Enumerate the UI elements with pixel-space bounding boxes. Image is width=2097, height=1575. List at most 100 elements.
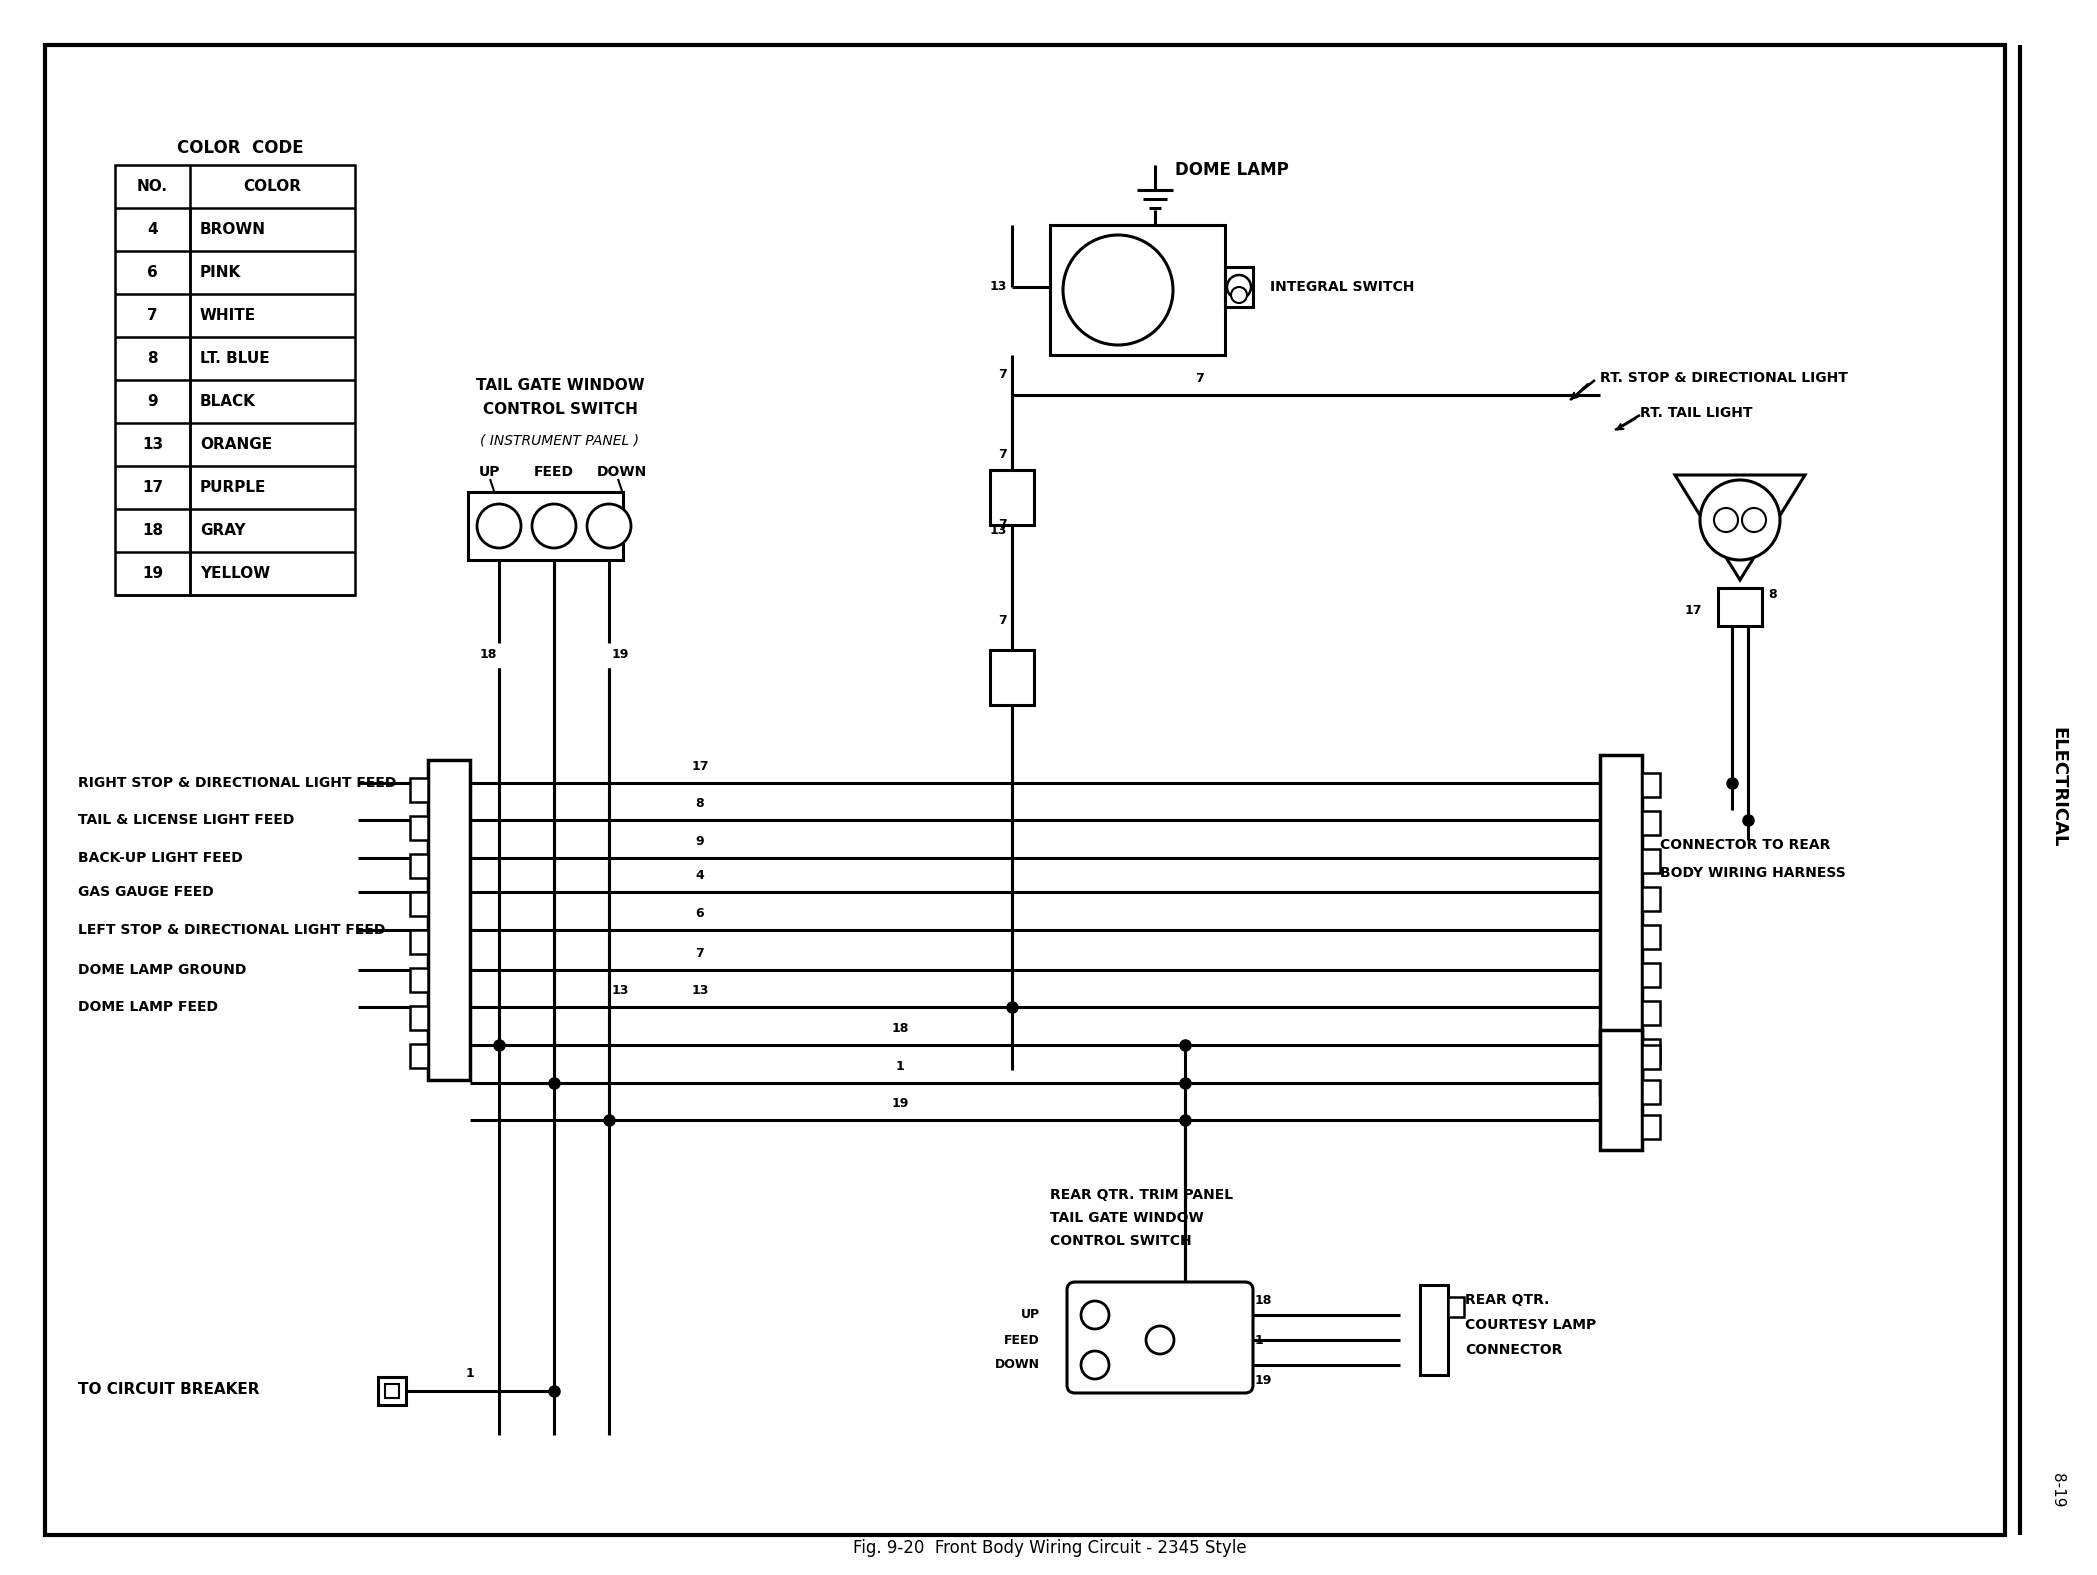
Text: 19: 19 bbox=[891, 1098, 908, 1110]
Bar bbox=[1642, 925, 1661, 950]
Text: 4: 4 bbox=[696, 869, 705, 882]
Bar bbox=[1420, 1285, 1449, 1375]
Bar bbox=[411, 969, 428, 992]
Text: UP: UP bbox=[1021, 1309, 1040, 1321]
Text: FEED: FEED bbox=[535, 465, 575, 479]
Text: 8-19: 8-19 bbox=[2051, 1473, 2066, 1507]
Text: 6: 6 bbox=[147, 265, 157, 280]
Text: 13: 13 bbox=[990, 523, 1007, 537]
Text: 19: 19 bbox=[1254, 1373, 1273, 1386]
Bar bbox=[1642, 849, 1661, 873]
Circle shape bbox=[1701, 480, 1780, 561]
Text: ORANGE: ORANGE bbox=[199, 436, 273, 452]
Text: ELECTRICAL: ELECTRICAL bbox=[2049, 726, 2068, 847]
Text: 1: 1 bbox=[1254, 1334, 1264, 1347]
Text: 13: 13 bbox=[143, 436, 164, 452]
Bar bbox=[1717, 587, 1761, 625]
Text: INTEGRAL SWITCH: INTEGRAL SWITCH bbox=[1271, 280, 1413, 295]
Text: CONTROL SWITCH: CONTROL SWITCH bbox=[1051, 1233, 1191, 1247]
Bar bbox=[411, 1044, 428, 1068]
Text: BLACK: BLACK bbox=[199, 394, 256, 410]
Text: LT. BLUE: LT. BLUE bbox=[199, 351, 271, 365]
Text: DOWN: DOWN bbox=[994, 1359, 1040, 1372]
Text: 18: 18 bbox=[891, 1022, 908, 1035]
Bar bbox=[468, 491, 623, 561]
Text: COURTESY LAMP: COURTESY LAMP bbox=[1466, 1318, 1596, 1332]
Text: 9: 9 bbox=[696, 835, 705, 847]
Circle shape bbox=[1227, 276, 1252, 299]
Polygon shape bbox=[1676, 476, 1806, 580]
Circle shape bbox=[1080, 1301, 1109, 1329]
Text: ( INSTRUMENT PANEL ): ( INSTRUMENT PANEL ) bbox=[480, 433, 640, 447]
Text: BODY WIRING HARNESS: BODY WIRING HARNESS bbox=[1661, 866, 1845, 880]
Text: 7: 7 bbox=[998, 518, 1007, 531]
Bar bbox=[1225, 268, 1254, 307]
Bar bbox=[1051, 225, 1225, 354]
Text: DOME LAMP FEED: DOME LAMP FEED bbox=[78, 1000, 218, 1014]
Text: BACK-UP LIGHT FEED: BACK-UP LIGHT FEED bbox=[78, 850, 243, 865]
Circle shape bbox=[1063, 235, 1172, 345]
Text: 7: 7 bbox=[998, 614, 1007, 627]
Bar bbox=[1642, 1040, 1661, 1063]
Bar bbox=[990, 469, 1034, 524]
Bar bbox=[1642, 773, 1661, 797]
Text: TAIL GATE WINDOW: TAIL GATE WINDOW bbox=[1051, 1211, 1204, 1225]
Circle shape bbox=[587, 504, 631, 548]
Text: TO CIRCUIT BREAKER: TO CIRCUIT BREAKER bbox=[78, 1383, 260, 1397]
Bar bbox=[428, 761, 470, 1080]
Text: RT. TAIL LIGHT: RT. TAIL LIGHT bbox=[1640, 406, 1753, 421]
Text: Fig. 9-20  Front Body Wiring Circuit - 2345 Style: Fig. 9-20 Front Body Wiring Circuit - 23… bbox=[853, 1539, 1248, 1558]
Text: 8: 8 bbox=[1768, 589, 1776, 602]
Bar bbox=[1642, 1044, 1661, 1069]
Text: 17: 17 bbox=[1686, 603, 1703, 616]
Text: 9: 9 bbox=[147, 394, 157, 410]
Text: 17: 17 bbox=[143, 480, 164, 495]
Bar bbox=[1600, 754, 1642, 1095]
Bar bbox=[1449, 1296, 1464, 1317]
Text: PURPLE: PURPLE bbox=[199, 480, 266, 495]
Bar bbox=[1642, 887, 1661, 910]
Text: 18: 18 bbox=[480, 649, 497, 662]
Bar bbox=[990, 650, 1034, 706]
Text: 6: 6 bbox=[696, 907, 705, 920]
Text: RT. STOP & DIRECTIONAL LIGHT: RT. STOP & DIRECTIONAL LIGHT bbox=[1600, 372, 1847, 384]
Text: DOME LAMP: DOME LAMP bbox=[1174, 161, 1290, 180]
Text: 18: 18 bbox=[1254, 1293, 1273, 1307]
Bar bbox=[411, 816, 428, 839]
Bar bbox=[411, 929, 428, 954]
Text: WHITE: WHITE bbox=[199, 309, 256, 323]
Text: TAIL & LICENSE LIGHT FEED: TAIL & LICENSE LIGHT FEED bbox=[78, 813, 294, 827]
Circle shape bbox=[1080, 1351, 1109, 1380]
Text: 7: 7 bbox=[696, 947, 705, 961]
Text: NO.: NO. bbox=[136, 180, 168, 194]
Text: 8: 8 bbox=[696, 797, 705, 810]
Bar bbox=[1642, 1080, 1661, 1104]
Text: YELLOW: YELLOW bbox=[199, 565, 271, 581]
Circle shape bbox=[1231, 287, 1248, 302]
Bar bbox=[1642, 811, 1661, 835]
Text: 7: 7 bbox=[1195, 372, 1204, 384]
Bar bbox=[411, 891, 428, 917]
Text: 1: 1 bbox=[466, 1367, 474, 1380]
Text: 19: 19 bbox=[143, 565, 164, 581]
Bar bbox=[1642, 1002, 1661, 1025]
Bar bbox=[377, 1377, 407, 1405]
Text: DOME LAMP GROUND: DOME LAMP GROUND bbox=[78, 962, 245, 976]
Bar bbox=[1600, 1030, 1642, 1150]
Circle shape bbox=[476, 504, 520, 548]
Circle shape bbox=[533, 504, 577, 548]
Text: 1: 1 bbox=[895, 1060, 904, 1073]
Text: RIGHT STOP & DIRECTIONAL LIGHT FEED: RIGHT STOP & DIRECTIONAL LIGHT FEED bbox=[78, 776, 396, 791]
Text: LEFT STOP & DIRECTIONAL LIGHT FEED: LEFT STOP & DIRECTIONAL LIGHT FEED bbox=[78, 923, 386, 937]
Text: CONTROL SWITCH: CONTROL SWITCH bbox=[482, 403, 637, 417]
Text: 7: 7 bbox=[998, 369, 1007, 381]
Text: FEED: FEED bbox=[1004, 1334, 1040, 1347]
Circle shape bbox=[1713, 509, 1738, 532]
Text: COLOR: COLOR bbox=[243, 180, 302, 194]
Text: REAR QTR. TRIM PANEL: REAR QTR. TRIM PANEL bbox=[1051, 1188, 1233, 1202]
Text: 7: 7 bbox=[147, 309, 157, 323]
Text: COLOR  CODE: COLOR CODE bbox=[176, 139, 304, 158]
Text: 4: 4 bbox=[147, 222, 157, 236]
Bar bbox=[1642, 962, 1661, 988]
Text: 7: 7 bbox=[998, 449, 1007, 461]
